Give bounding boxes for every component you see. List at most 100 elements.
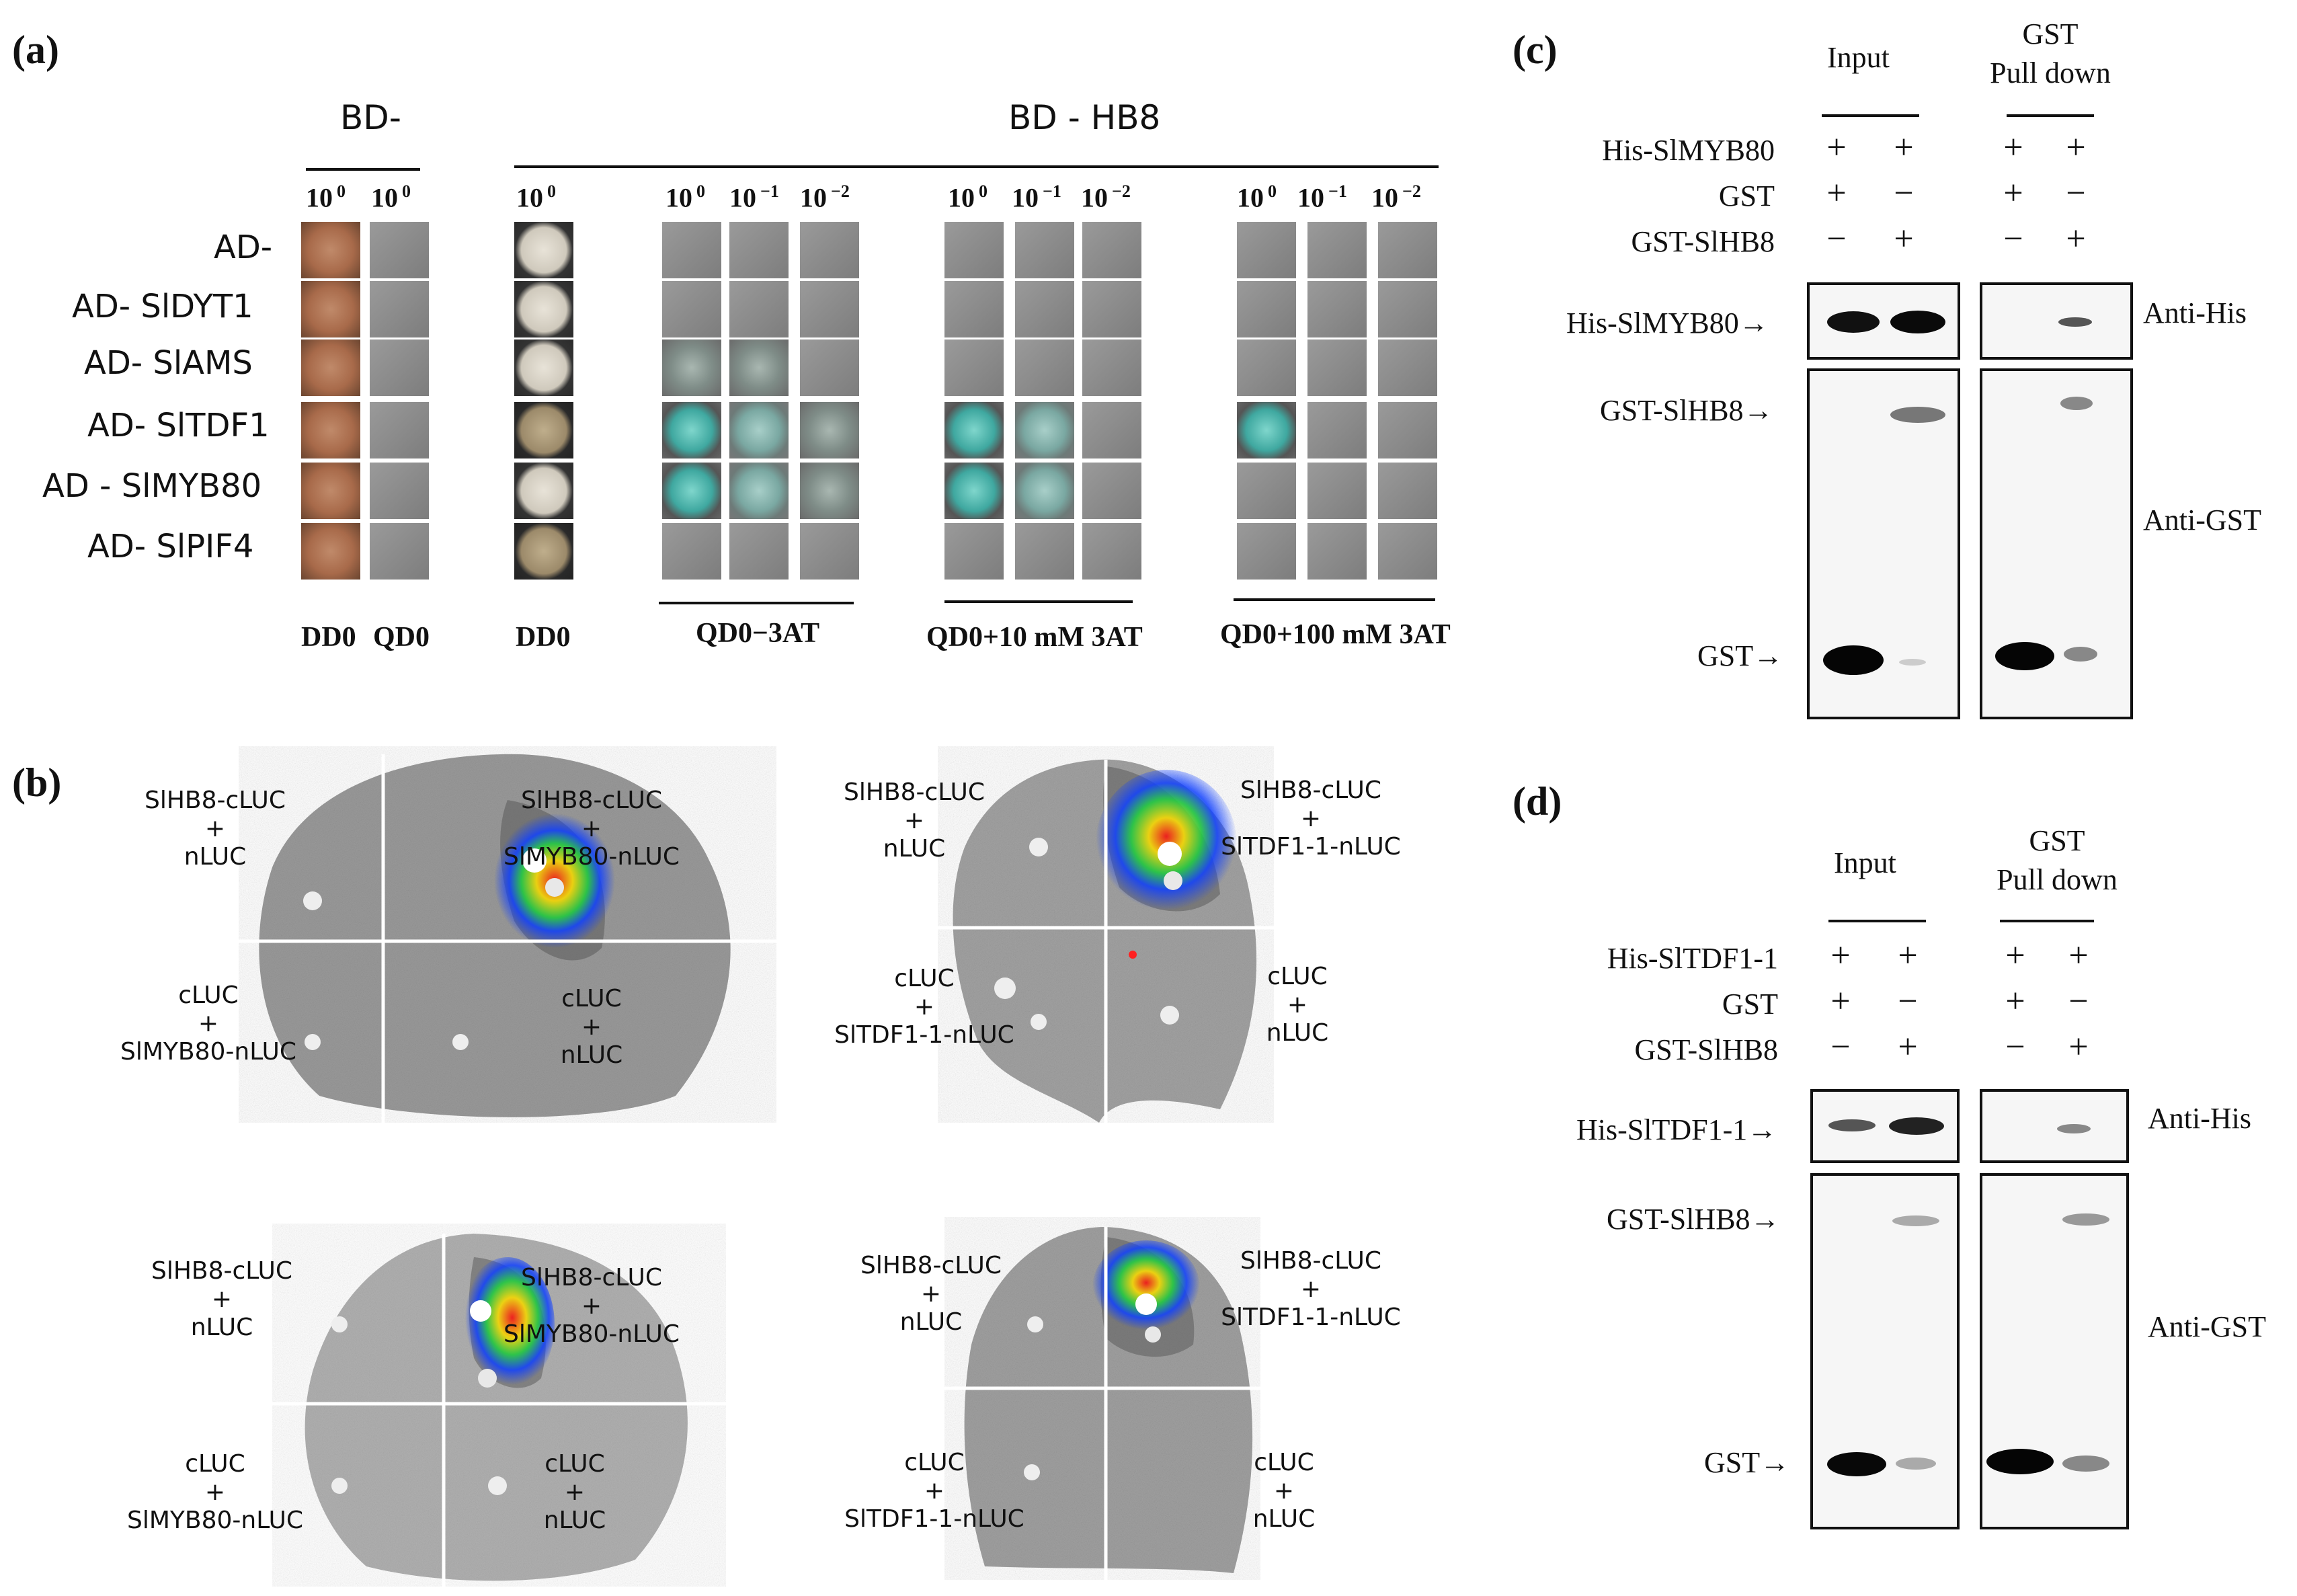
leaf1-tr-line2: + <box>581 815 602 842</box>
yeast-spot <box>514 222 573 278</box>
leaf2-tr-line1: SlHB8-cLUC <box>1240 776 1382 804</box>
leaf4-br-line2: + <box>1273 1477 1295 1505</box>
yeast-spot <box>1015 463 1074 519</box>
yeast-spot <box>370 340 429 396</box>
yeast-spot <box>800 340 859 396</box>
leaf4-br-line3: nLUC <box>1252 1505 1316 1533</box>
yeast-spot <box>1378 222 1437 278</box>
yeast-spot <box>1015 222 1074 278</box>
c-sign: + <box>1894 220 1914 258</box>
d-sign: − <box>2068 982 2089 1021</box>
leaf1-tr-line1: SlHB8-cLUC <box>520 787 663 814</box>
d-band-gsthb8-pd <box>2062 1213 2109 1226</box>
leaf4-tl-line3: nLUC <box>899 1308 963 1336</box>
leaf1-bl-line2: + <box>198 1010 219 1037</box>
c-pulldown-line1: GST <box>2022 17 2079 50</box>
d-pulldown-line2: Pull down <box>1997 863 2118 896</box>
d-sign: + <box>1830 982 1851 1021</box>
d-row-label: GST <box>1722 988 1778 1021</box>
yeast-spot <box>514 523 573 580</box>
c-sign: − <box>2066 174 2086 212</box>
bd-empty-underline <box>306 168 420 171</box>
dilution-header: 10 −2 <box>800 182 850 213</box>
row-label: AD- SlTDF1 <box>87 407 270 444</box>
c-sign: − <box>2003 220 2023 258</box>
c-sign: + <box>2003 128 2023 167</box>
dilution-base: 10 <box>948 182 975 213</box>
d-band-gst-pd2 <box>2062 1455 2109 1472</box>
leaf1-tl-line2: + <box>204 815 226 842</box>
yeast-spot <box>1307 523 1367 580</box>
c-sign: + <box>2066 220 2086 258</box>
media-qd0-3at: QD0−3AT <box>696 618 820 649</box>
leaf1-label-bl: cLUC + SlMYB80-nLUC <box>101 982 316 1066</box>
leaf2-bl-line2: + <box>914 993 935 1021</box>
c-band-gst-1 <box>1823 645 1884 675</box>
leaf3-tl-line2: + <box>211 1285 233 1313</box>
bd-hb8-underline <box>514 165 1439 168</box>
leaf3-tr-line2: + <box>581 1292 602 1320</box>
d-input-header: Input <box>1834 846 1896 879</box>
d-arrow-his: His-SlTDF1-1→ <box>1576 1113 1777 1146</box>
leaf1-label-tl: SlHB8-cLUC + nLUC <box>114 787 316 871</box>
yeast-spot <box>729 281 789 337</box>
yeast-spot <box>370 402 429 458</box>
d-pulldown-line1: GST <box>2029 824 2085 857</box>
yeast-spot <box>1237 402 1296 458</box>
d-band-gst-pd1 <box>1986 1449 2054 1474</box>
yeast-spot <box>370 281 429 337</box>
yeast-spot <box>301 281 360 337</box>
d-pulldown-underline <box>2000 920 2094 922</box>
yeast-spot <box>662 281 721 337</box>
yeast-spot <box>514 402 573 458</box>
row-label: AD- SlDYT1 <box>72 288 253 325</box>
panel-d-label: (d) <box>1513 779 1562 824</box>
yeast-spot <box>1082 222 1141 278</box>
dilution-header: 10 0 <box>516 182 556 213</box>
yeast-spot <box>1237 222 1296 278</box>
leaf3-br-line3: nLUC <box>543 1507 606 1534</box>
yeast-spot <box>800 222 859 278</box>
dilution-header: 10 −1 <box>1012 182 1061 213</box>
c-sign: − <box>1826 220 1847 258</box>
leaf4-tr-line3: SlTDF1-1-nLUC <box>1221 1304 1401 1331</box>
yeast-spot <box>514 463 573 519</box>
bd-empty-header: BD- <box>340 98 401 137</box>
d-row-label: GST-SlHB8 <box>1634 1033 1778 1066</box>
yeast-spot <box>1237 281 1296 337</box>
dilution-exponent: −1 <box>1043 182 1061 201</box>
yeast-spot <box>514 281 573 337</box>
yeast-spot <box>800 402 859 458</box>
dilution-header: 10 0 <box>306 182 346 213</box>
c-blot-input-gst <box>1807 368 1960 719</box>
dilution-base: 10 <box>1371 182 1398 213</box>
yeast-spot <box>944 463 1004 519</box>
d-band-gsthb8-1 <box>1892 1215 1939 1226</box>
yeast-spot <box>944 402 1004 458</box>
leaf1-br-line3: nLUC <box>560 1041 623 1069</box>
leaf4-bl-line3: SlTDF1-1-nLUC <box>844 1505 1024 1533</box>
c-sign: + <box>1894 128 1914 167</box>
leaf4-tr-line1: SlHB8-cLUC <box>1240 1247 1382 1275</box>
leaf1-label-tr: SlHB8-cLUC + SlMYB80-nLUC <box>484 787 699 871</box>
media-dd0-left: DD0 <box>301 622 356 653</box>
c-arrow-his: His-SlMYB80→ <box>1566 307 1769 340</box>
yeast-spot <box>662 463 721 519</box>
c-sign: + <box>2003 174 2023 212</box>
yeast-spot <box>1015 340 1074 396</box>
leaf2-br-line3: nLUC <box>1266 1019 1329 1047</box>
dilution-base: 10 <box>666 182 692 213</box>
d-arrow-gst: GST→ <box>1704 1446 1790 1479</box>
d-pulldown-header: GST Pull down <box>1976 822 2138 900</box>
leaf3-bl-line2: + <box>204 1478 226 1506</box>
dilution-header: 10 0 <box>371 182 411 213</box>
row-label: AD- SlPIF4 <box>87 528 254 565</box>
leaf2-tl-line3: nLUC <box>883 835 946 863</box>
leaf2-label-br: cLUC + nLUC <box>1230 963 1365 1047</box>
yeast-spot <box>1378 402 1437 458</box>
yeast-spot <box>1082 523 1141 580</box>
c-blot-pd-gst <box>1980 368 2133 719</box>
qd0-3at-underline <box>659 602 854 604</box>
leaf4-label-bl: cLUC + SlTDF1-1-nLUC <box>827 1449 1042 1533</box>
leaf4-br-line1: cLUC <box>1254 1449 1314 1476</box>
